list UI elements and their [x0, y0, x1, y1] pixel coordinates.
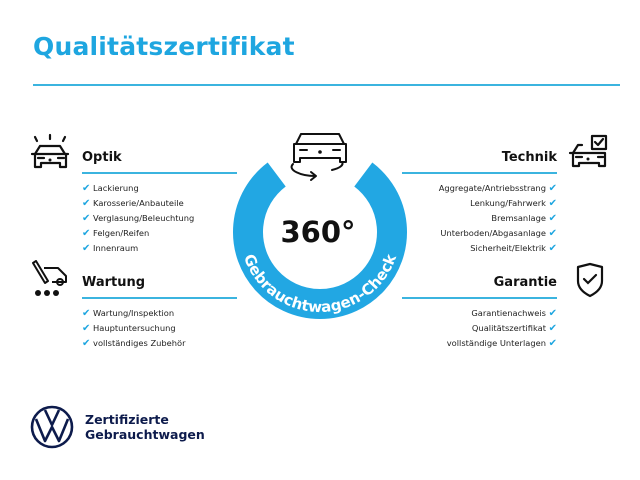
section-optik: Optik ✔ Lackierung ✔ Karosserie/Anbautei… — [82, 148, 237, 256]
badge-ring — [233, 162, 407, 319]
check-icon: ✔ — [548, 308, 557, 319]
page-title: Qualitätszertifikat — [33, 32, 295, 61]
car-checklist-icon — [568, 134, 608, 168]
section-divider — [82, 172, 237, 174]
shield-check-icon — [576, 262, 604, 298]
check-icon: ✔ — [548, 243, 557, 254]
360-label: 360° — [280, 215, 355, 249]
car-rotate-icon — [290, 133, 347, 181]
vw-logo — [30, 405, 74, 449]
check-icon: ✔ — [82, 198, 91, 209]
check-icon: ✔ — [82, 243, 91, 254]
section-heading: Garantie — [493, 275, 557, 290]
section-divider — [402, 172, 557, 174]
check-icon: ✔ — [548, 198, 557, 209]
section-technik: Technik Aggregate/Antriebsstrang ✔ Lenku… — [402, 148, 557, 256]
list-item: ✔ Wartung/Inspektion — [82, 308, 175, 319]
360-check-badge: Gebrauchtwagen-Check 360° — [233, 133, 407, 319]
section-garantie: Garantie Garantienachweis ✔ Qualitätszer… — [402, 273, 557, 351]
check-icon: ✔ — [82, 183, 91, 194]
check-icon: ✔ — [82, 228, 91, 239]
list-item: ✔ Hauptuntersuchung — [82, 323, 176, 334]
list-item: ✔ Felgen/Reifen — [82, 228, 150, 239]
section-heading: Optik — [82, 150, 122, 165]
section-divider — [82, 297, 237, 299]
logo-line-2: Gebrauchtwagen — [85, 427, 205, 442]
list-item: ✔ Verglasung/Beleuchtung — [82, 213, 195, 224]
check-icon: ✔ — [548, 338, 557, 349]
list-item: Bremsanlage ✔ — [491, 213, 557, 224]
list-item: Garantienachweis ✔ — [471, 308, 557, 319]
list-item: ✔ Lackierung — [82, 183, 139, 194]
logo-line-1: Zertifizierte — [85, 412, 169, 427]
service-vehicle-icon — [32, 260, 67, 296]
list-item: Aggregate/Antriebsstrang ✔ — [438, 183, 557, 194]
title-divider — [33, 84, 620, 86]
section-divider — [402, 297, 557, 299]
section-heading: Technik — [501, 150, 557, 165]
list-item: ✔ Innenraum — [82, 243, 139, 254]
check-icon: ✔ — [548, 228, 557, 239]
logo-text: Zertifizierte Gebrauchtwagen — [85, 412, 205, 442]
check-icon: ✔ — [82, 323, 91, 334]
list-item: vollständige Unterlagen ✔ — [446, 338, 557, 349]
list-item: ✔ vollständiges Zubehör — [82, 338, 186, 349]
check-icon: ✔ — [82, 338, 91, 349]
car-lights-icon — [30, 133, 70, 169]
list-item: Sicherheit/Elektrik ✔ — [470, 243, 557, 254]
list-item: Lenkung/Fahrwerk ✔ — [470, 198, 557, 209]
section-wartung: Wartung ✔ Wartung/Inspektion ✔ Hauptunte… — [82, 273, 237, 351]
check-icon: ✔ — [548, 183, 557, 194]
check-icon: ✔ — [82, 308, 91, 319]
list-item: Unterboden/Abgasanlage ✔ — [440, 228, 557, 239]
section-heading: Wartung — [82, 275, 146, 290]
check-icon: ✔ — [548, 323, 557, 334]
list-item: Qualitätszertifikat ✔ — [471, 323, 557, 334]
check-icon: ✔ — [82, 213, 91, 224]
list-item: ✔ Karosserie/Anbauteile — [82, 198, 184, 209]
check-icon: ✔ — [548, 213, 557, 224]
